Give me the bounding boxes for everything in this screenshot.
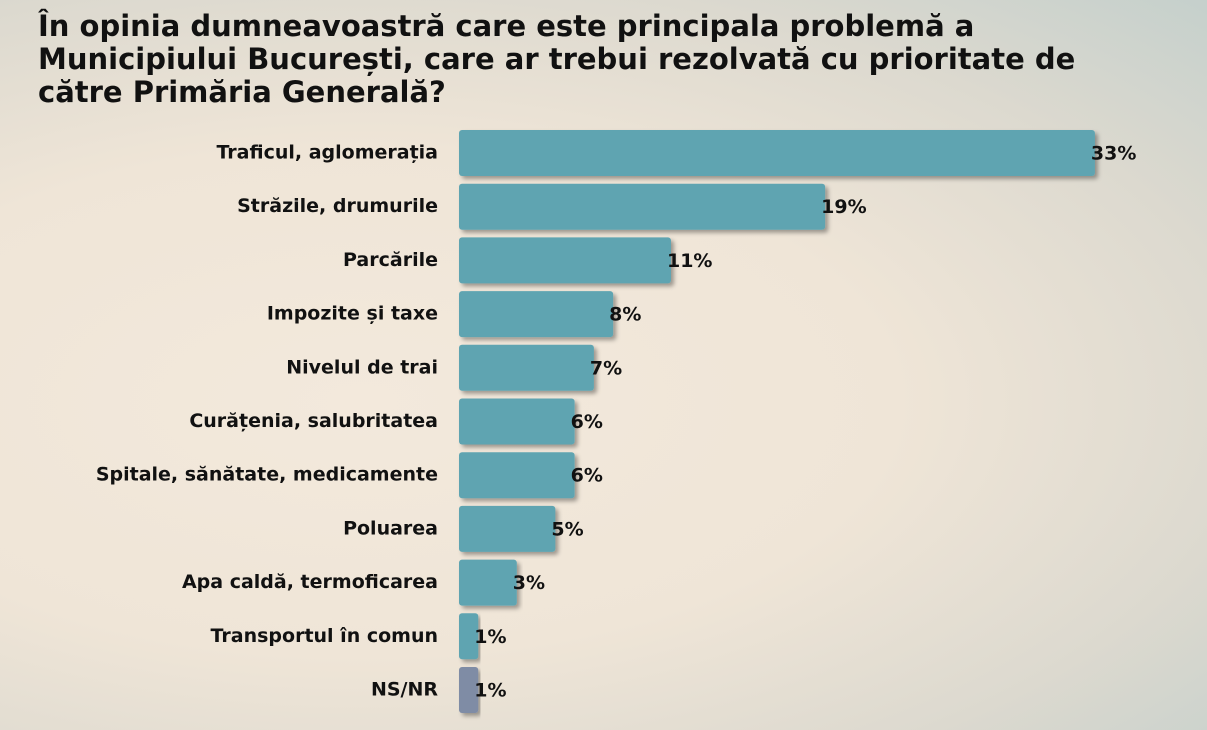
value-label: 33%	[1091, 143, 1136, 165]
category-label: Transportul în comun	[211, 625, 438, 647]
value-label: 7%	[590, 357, 622, 379]
value-label: 1%	[474, 680, 506, 702]
value-label: 19%	[821, 196, 866, 218]
category-label: Curățenia, salubritatea	[189, 410, 438, 432]
category-label: Nivelul de trai	[286, 356, 438, 378]
value-label: 6%	[571, 411, 603, 433]
bar	[459, 667, 479, 713]
bar	[459, 183, 826, 230]
value-label: 11%	[667, 250, 712, 272]
category-label: NS/NR	[371, 679, 438, 701]
bar	[459, 344, 594, 391]
category-label: Apa caldă, termoficarea	[182, 571, 438, 593]
bar	[459, 452, 575, 499]
bar	[459, 291, 614, 338]
value-label: 1%	[474, 626, 506, 648]
bar	[459, 398, 575, 445]
bar	[459, 613, 479, 660]
bar	[459, 237, 671, 284]
chart-title: În opinia dumneavoastră care este princi…	[38, 9, 1076, 109]
category-label: Poluarea	[343, 517, 438, 539]
value-label: 5%	[551, 518, 583, 540]
value-label: 8%	[609, 304, 641, 326]
category-label: Impozite și taxe	[267, 303, 438, 325]
bar	[459, 559, 517, 606]
category-label: Străzile, drumurile	[237, 195, 438, 217]
bar	[459, 505, 556, 552]
value-label: 3%	[513, 572, 545, 594]
category-label: Spitale, sănătate, medicamente	[96, 464, 438, 486]
category-label: Parcările	[343, 249, 438, 271]
bar	[459, 130, 1095, 176]
value-label: 6%	[571, 465, 603, 487]
category-label: Traficul, aglomerația	[216, 142, 438, 164]
